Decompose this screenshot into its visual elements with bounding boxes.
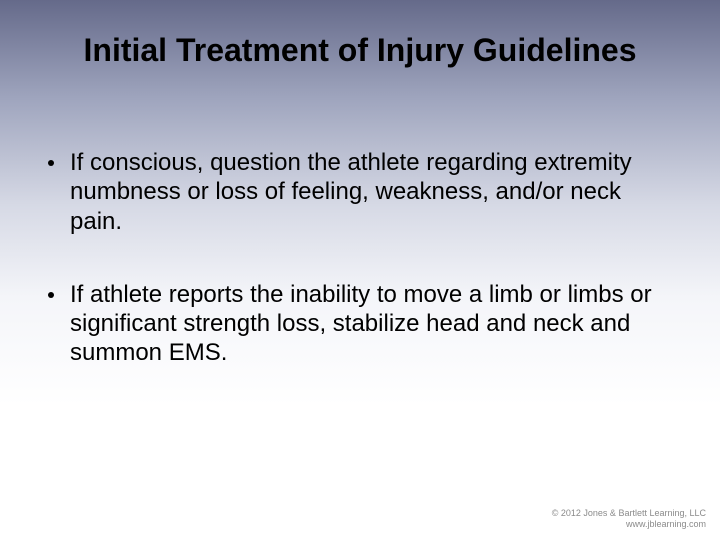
footer-url: www.jblearning.com <box>552 519 706 530</box>
bullet-marker-icon <box>48 292 54 298</box>
bullet-marker-icon <box>48 160 54 166</box>
slide-title: Initial Treatment of Injury Guidelines <box>0 32 720 69</box>
bullet-item: If conscious, question the athlete regar… <box>48 148 672 236</box>
bullet-text: If conscious, question the athlete regar… <box>70 148 672 236</box>
bullet-list: If conscious, question the athlete regar… <box>48 148 672 412</box>
bullet-item: If athlete reports the inability to move… <box>48 280 672 368</box>
slide: Initial Treatment of Injury Guidelines I… <box>0 0 720 540</box>
footer-copyright: © 2012 Jones & Bartlett Learning, LLC <box>552 508 706 519</box>
copyright-footer: © 2012 Jones & Bartlett Learning, LLC ww… <box>552 508 706 531</box>
bullet-text: If athlete reports the inability to move… <box>70 280 672 368</box>
